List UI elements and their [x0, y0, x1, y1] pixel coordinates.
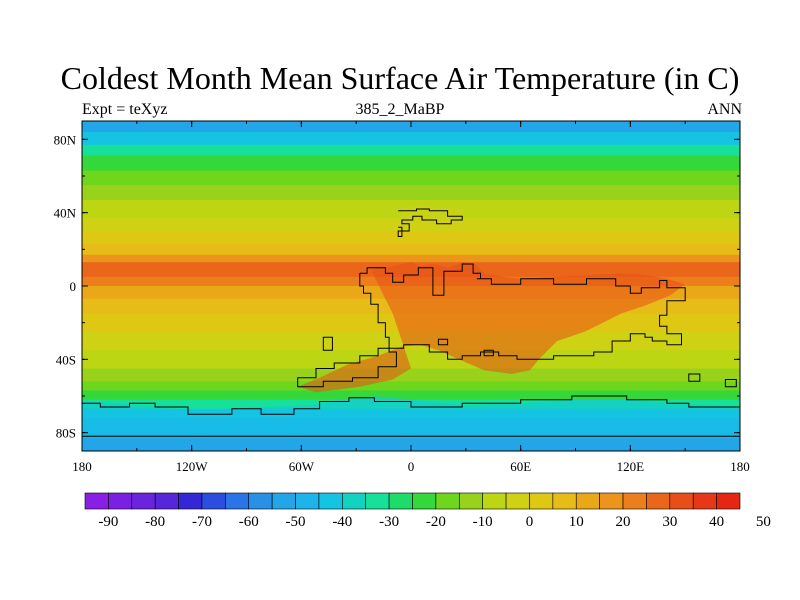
- temperature-band-9: [82, 243, 740, 256]
- colorbar-swatch-25: [669, 492, 694, 510]
- lon-label: 60E: [510, 459, 531, 474]
- colorbar-swatch-3: [154, 492, 179, 510]
- map-axes: 80N 40N 0 40S 80S 180 120W 60W 0 60E 120E 180: [54, 121, 750, 474]
- colorbar-swatch-16: [458, 492, 483, 510]
- colorbar-swatch-8: [271, 492, 296, 510]
- colorbar-swatch-22: [599, 492, 624, 510]
- lat-label: 80S: [56, 426, 76, 441]
- colorbar-swatch-4: [178, 492, 203, 510]
- colorbar-swatch-12: [365, 492, 390, 510]
- colorbar-label: -90: [98, 514, 118, 530]
- temperature-band-8: [82, 231, 740, 245]
- temperature-band-7: [82, 218, 740, 232]
- lat-label: 40S: [56, 352, 76, 367]
- colorbar-label: 0: [526, 514, 534, 530]
- colorbar-swatch-23: [622, 492, 647, 510]
- coastlines: [82, 208, 740, 437]
- colorbar-label: 50: [756, 514, 771, 530]
- colorbar-swatch-1: [108, 492, 133, 510]
- lon-label: 60W: [289, 459, 315, 474]
- colorbar-label: -50: [286, 514, 306, 530]
- colorbar-swatch-27: [716, 492, 741, 510]
- colorbar-swatch-26: [692, 492, 717, 510]
- colorbar-swatch-20: [552, 492, 577, 510]
- colorbar-label: 40: [709, 514, 724, 530]
- temperature-band-18: [82, 368, 740, 382]
- small-island-5: [688, 373, 701, 382]
- temperature-band-3: [82, 155, 740, 172]
- colorbar-swatch-2: [131, 492, 156, 510]
- temperature-band-1: [82, 132, 740, 146]
- land-temperature-field: [82, 205, 740, 439]
- lat-label: 80N: [54, 132, 77, 147]
- north-polar-continent: [398, 205, 466, 224]
- colorbar-label: -10: [473, 514, 493, 530]
- colorbar-label: -80: [145, 514, 165, 530]
- colorbar: -90 -80 -70 -60 -50 -40 -30 -20 -10 0 10 20 30 40 50: [84, 492, 771, 530]
- colorbar-swatch-17: [482, 492, 507, 510]
- colorbar-swatch-11: [342, 492, 367, 510]
- small-island-2: [437, 338, 449, 346]
- colorbar-swatch-14: [412, 492, 437, 510]
- colorbar-swatch-9: [295, 492, 320, 510]
- colorbar-swatch-21: [575, 492, 600, 510]
- colorbar-swatch-15: [435, 492, 460, 510]
- time-label: 385_2_MaBP: [355, 101, 445, 118]
- colorbar-swatch-10: [318, 492, 343, 510]
- map-title: Coldest Month Mean Surface Air Temperatu…: [60, 60, 740, 96]
- lat-label: 0: [70, 279, 77, 294]
- lon-label: 120W: [176, 459, 209, 474]
- colorbar-label: -20: [426, 514, 446, 530]
- colorbar-label: 10: [569, 514, 584, 530]
- colorbar-label: 30: [662, 514, 677, 530]
- lon-label: 120E: [617, 459, 645, 474]
- colorbar-swatch-24: [646, 492, 671, 510]
- colorbar-label: -30: [379, 514, 399, 530]
- season-label: ANN: [707, 101, 742, 118]
- temperature-band-17: [82, 350, 740, 370]
- north-polar-continent-coastline: [398, 208, 463, 232]
- small-island-1: [322, 336, 333, 351]
- small-island-3: [483, 349, 494, 357]
- southern-continent-coastline: [82, 395, 740, 437]
- equatorial-main-continent: [297, 262, 686, 393]
- lat-label: 40N: [54, 206, 77, 221]
- lon-label: 180: [730, 459, 750, 474]
- temperature-band-5: [82, 185, 740, 201]
- temperature-band-2: [82, 144, 740, 157]
- colorbar-swatch-18: [505, 492, 530, 510]
- colorbar-swatch-0: [84, 492, 109, 510]
- colorbar-swatch-19: [529, 492, 554, 510]
- experiment-label: Expt = teXyz: [82, 101, 168, 118]
- temperature-band-19: [82, 381, 740, 392]
- colorbar-swatch-5: [201, 492, 226, 510]
- colorbar-label: -60: [239, 514, 259, 530]
- southern-continent: [82, 396, 740, 439]
- small-island-6: [397, 230, 403, 237]
- equatorial-main-continent-coastline: [297, 263, 686, 388]
- colorbar-swatch-6: [225, 492, 250, 510]
- temperature-band-4: [82, 170, 740, 186]
- small-island-4: [724, 379, 737, 388]
- colorbar-label: 20: [616, 514, 631, 530]
- lon-label: 180: [72, 459, 92, 474]
- colorbar-swatch-13: [388, 492, 413, 510]
- lon-label: 0: [408, 459, 415, 474]
- temperature-band-10: [82, 254, 740, 263]
- temperature-band-20: [82, 390, 740, 401]
- colorbar-swatch-7: [248, 492, 273, 510]
- colorbar-label: -70: [192, 514, 212, 530]
- colorbar-label: -40: [332, 514, 352, 530]
